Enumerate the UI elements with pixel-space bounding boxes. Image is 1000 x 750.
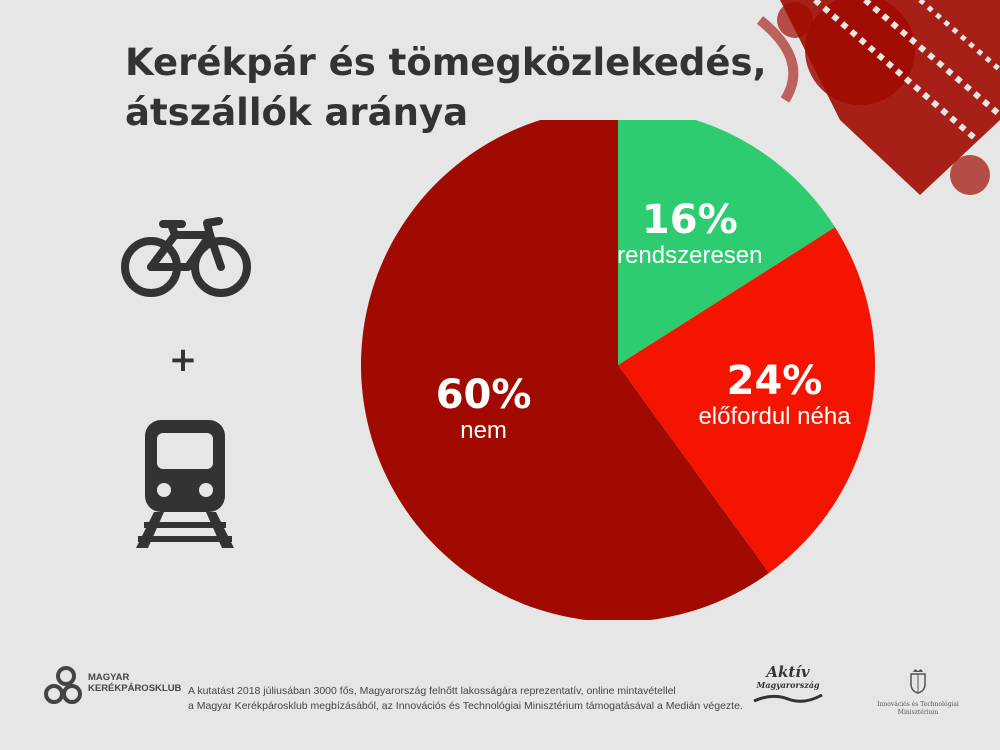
swoosh-icon <box>753 693 823 703</box>
ministry-logo: Innovációs és Technológiai Minisztérium <box>876 668 960 717</box>
slice-category-3: nem <box>460 416 507 444</box>
pie-chart <box>361 120 876 620</box>
slice-category-2: előfordul néha <box>698 402 851 430</box>
tire-track-decoration <box>756 0 1000 195</box>
slice-label-1: 16% rendszeresen <box>617 198 762 270</box>
pie-slice-2 <box>618 227 876 573</box>
survey-note: A kutatást 2018 júliusában 3000 fős, Mag… <box>188 684 743 714</box>
slice-label-3: 60% nem <box>436 373 532 445</box>
slice-value-2: 24% <box>726 357 823 404</box>
logo-name: MAGYAR KERÉKPÁROSKLUB <box>88 672 182 694</box>
survey-note-line-1: A kutatást 2018 júliusában 3000 fős, Mag… <box>188 685 676 697</box>
aktiv-magyarorszag-logo: Aktív Magyarország <box>752 664 824 709</box>
title-line-2: átszállók aránya <box>125 91 469 134</box>
transport-icons <box>121 217 251 548</box>
plus-sign: + <box>168 340 198 380</box>
bicycle-icon <box>121 217 251 297</box>
train-icon <box>136 420 234 548</box>
slice-category-1: rendszeresen <box>617 242 763 270</box>
title-line-1: Kerékpár és tömegközlekedés, <box>125 41 767 84</box>
rings-logo-icon <box>44 666 82 704</box>
survey-note-line-2: a Magyar Kerékpárosklub megbízásából, az… <box>188 700 743 712</box>
slice-value-3: 60% <box>435 371 532 418</box>
pie-slice-3 <box>361 120 770 620</box>
slice-value-1: 16% <box>641 197 738 244</box>
pie-slice-1 <box>618 120 835 365</box>
coat-of-arms-icon <box>910 669 926 694</box>
slice-label-2: 24% előfordul néha <box>698 359 850 431</box>
kerekparosklub-logo: MAGYAR KERÉKPÁROSKLUB <box>42 664 182 708</box>
chart-title: Kerékpár és tömegközlekedés, átszállók a… <box>125 38 767 138</box>
